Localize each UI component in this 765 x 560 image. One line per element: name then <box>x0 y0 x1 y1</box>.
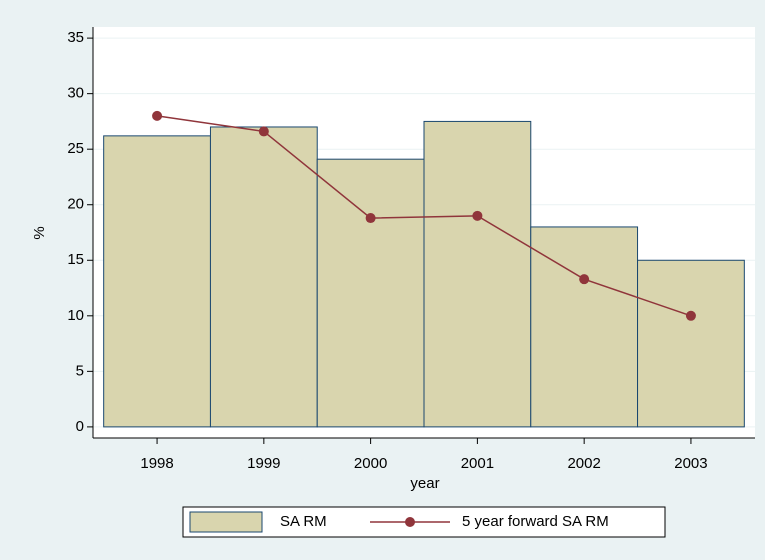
legend-swatch <box>189 511 263 533</box>
x-tick-label: 1998 <box>140 455 173 472</box>
bar <box>530 226 639 428</box>
marker <box>685 310 696 321</box>
y-tick-label: 25 <box>67 140 84 157</box>
marker <box>365 213 376 224</box>
x-tick-label: 2001 <box>461 455 494 472</box>
bar <box>423 120 532 428</box>
marker <box>472 210 483 221</box>
legend-marker <box>405 517 415 527</box>
bar <box>209 126 318 428</box>
x-tick-label: 2003 <box>674 455 707 472</box>
x-tick-label: 1999 <box>247 455 280 472</box>
y-tick-label: 35 <box>67 29 84 46</box>
marker <box>152 110 163 121</box>
bar <box>637 259 745 428</box>
bar <box>316 158 425 428</box>
legend-label: SA RM <box>280 513 327 530</box>
y-tick-label: 0 <box>76 418 84 435</box>
marker <box>258 126 269 137</box>
line <box>156 115 692 317</box>
y-tick-label: 5 <box>76 362 84 379</box>
y-axis-label: % <box>31 226 48 239</box>
bar <box>103 135 211 428</box>
y-tick-label: 20 <box>67 196 84 213</box>
marker <box>579 274 590 285</box>
y-tick-label: 15 <box>67 251 84 268</box>
y-tick-label: 30 <box>67 85 84 102</box>
x-tick-label: 2002 <box>567 455 600 472</box>
y-tick-label: 10 <box>67 307 84 324</box>
x-axis-label: year <box>410 475 439 492</box>
x-tick-label: 2000 <box>354 455 387 472</box>
legend-label: 5 year forward SA RM <box>462 513 609 530</box>
